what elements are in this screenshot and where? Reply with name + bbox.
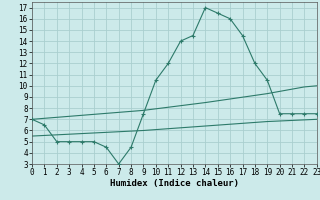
X-axis label: Humidex (Indice chaleur): Humidex (Indice chaleur) [110,179,239,188]
